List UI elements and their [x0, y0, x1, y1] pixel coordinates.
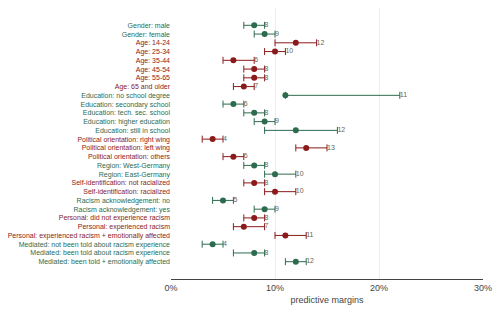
svg-text:9: 9 — [275, 205, 279, 212]
svg-text:6: 6 — [244, 100, 248, 107]
svg-text:12: 12 — [306, 257, 314, 264]
svg-text:6: 6 — [244, 152, 248, 159]
svg-text:Region: West-Germany: Region: West-Germany — [97, 162, 171, 170]
svg-text:Education: tech. sec. school: Education: tech. sec. school — [83, 109, 171, 116]
svg-text:4: 4 — [223, 135, 227, 142]
svg-text:30%: 30% — [474, 283, 492, 293]
svg-text:11: 11 — [400, 91, 407, 98]
svg-text:Mediated: not been told about: Mediated: not been told about racism exp… — [19, 241, 170, 249]
svg-text:6: 6 — [254, 56, 258, 63]
svg-text:Education: higher education: Education: higher education — [83, 118, 170, 126]
svg-text:8: 8 — [265, 214, 269, 221]
svg-text:5: 5 — [233, 196, 237, 203]
svg-text:Self-identification: racialize: Self-identification: racialized — [83, 188, 170, 195]
svg-text:Age: 45-54: Age: 45-54 — [136, 66, 170, 74]
svg-text:7: 7 — [254, 82, 258, 89]
svg-text:13: 13 — [327, 144, 335, 151]
svg-text:10%: 10% — [266, 283, 284, 293]
svg-text:Racism acknowledgement: yes: Racism acknowledgement: yes — [74, 206, 171, 214]
svg-text:7: 7 — [265, 222, 269, 229]
svg-text:Mediated: been told about raci: Mediated: been told about racism experie… — [30, 249, 170, 257]
svg-text:9: 9 — [275, 117, 279, 124]
svg-text:Personal: did not experience r: Personal: did not experience racism — [59, 214, 170, 222]
svg-text:8: 8 — [265, 74, 269, 81]
svg-text:11: 11 — [306, 231, 313, 238]
svg-text:8: 8 — [265, 161, 269, 168]
svg-text:12: 12 — [317, 39, 325, 46]
svg-text:Age: 25-34: Age: 25-34 — [136, 48, 170, 56]
svg-text:Education: still in school: Education: still in school — [95, 127, 170, 134]
svg-text:Political orientation: right w: Political orientation: right wing — [77, 136, 170, 144]
svg-text:8: 8 — [265, 109, 269, 116]
svg-text:10: 10 — [285, 47, 293, 54]
svg-text:Racism acknowledgement: no: Racism acknowledgement: no — [77, 197, 170, 205]
svg-text:Personal: experienced racism: Personal: experienced racism — [78, 223, 170, 231]
svg-text:Personal: experienced racism +: Personal: experienced racism + emotional… — [8, 232, 170, 240]
svg-text:Education: no school degree: Education: no school degree — [81, 92, 170, 100]
svg-text:12: 12 — [337, 126, 345, 133]
svg-text:9: 9 — [275, 30, 279, 37]
svg-text:8: 8 — [265, 179, 269, 186]
svg-text:Gender: male: Gender: male — [128, 22, 171, 29]
svg-text:Age: 55-65: Age: 55-65 — [136, 74, 170, 82]
svg-text:Gender: female: Gender: female — [122, 31, 170, 38]
svg-text:Age: 65 and older: Age: 65 and older — [115, 83, 171, 91]
svg-text:Region: East-Germany: Region: East-Germany — [99, 171, 171, 179]
svg-text:4: 4 — [223, 240, 227, 247]
svg-text:8: 8 — [265, 21, 269, 28]
svg-text:Self-identification: not racia: Self-identification: not racialized — [72, 179, 171, 186]
svg-text:Education: secondary school: Education: secondary school — [81, 101, 171, 109]
svg-text:Mediated: been told + emotiona: Mediated: been told + emotionally affect… — [38, 258, 170, 266]
svg-text:10: 10 — [296, 170, 304, 177]
svg-text:8: 8 — [265, 65, 269, 72]
svg-text:8: 8 — [265, 249, 269, 256]
svg-text:20%: 20% — [370, 283, 388, 293]
svg-text:Age: 35-44: Age: 35-44 — [136, 57, 170, 65]
svg-text:predictive margins: predictive margins — [290, 295, 364, 305]
svg-text:Political orientation: left wi: Political orientation: left wing — [82, 144, 170, 152]
svg-text:0%: 0% — [164, 283, 177, 293]
svg-text:Age: 14-24: Age: 14-24 — [136, 39, 170, 47]
svg-text:Political orientation: others: Political orientation: others — [88, 153, 171, 160]
svg-text:10: 10 — [296, 187, 304, 194]
